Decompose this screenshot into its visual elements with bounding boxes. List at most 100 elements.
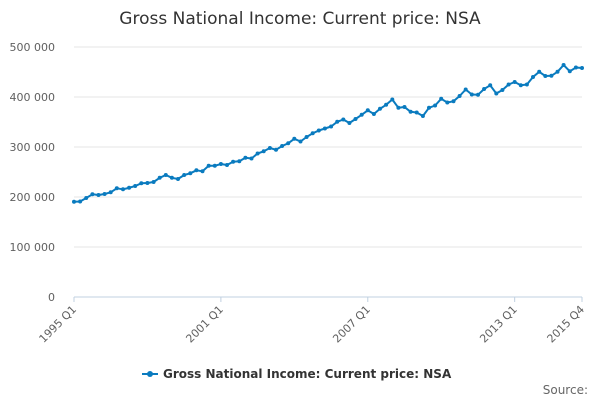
y-tick-label: 100 000 — [10, 241, 56, 254]
x-tick-label: 2007 Q1 — [330, 303, 373, 346]
legend-marker-swatch — [147, 371, 153, 377]
data-point[interactable] — [359, 112, 364, 117]
data-point[interactable] — [133, 184, 138, 188]
data-point[interactable] — [335, 119, 340, 124]
data-point[interactable] — [322, 126, 327, 131]
data-point[interactable] — [537, 69, 542, 74]
data-point[interactable] — [433, 103, 438, 108]
grid-layer — [74, 46, 582, 298]
data-point[interactable] — [304, 135, 309, 139]
data-point[interactable] — [384, 102, 389, 107]
data-point[interactable] — [549, 73, 554, 78]
data-point[interactable] — [488, 83, 493, 88]
data-point[interactable] — [518, 83, 523, 88]
data-point[interactable] — [396, 105, 401, 110]
data-point[interactable] — [243, 155, 248, 160]
data-point[interactable] — [267, 146, 272, 150]
data-point[interactable] — [408, 109, 413, 114]
data-point[interactable] — [371, 112, 376, 116]
data-point[interactable] — [316, 128, 321, 133]
data-point[interactable] — [573, 65, 578, 70]
data-point[interactable] — [84, 196, 89, 200]
data-point[interactable] — [482, 87, 487, 91]
data-point[interactable] — [402, 105, 407, 109]
data-point[interactable] — [163, 173, 168, 177]
data-point[interactable] — [463, 87, 468, 92]
data-point[interactable] — [524, 82, 529, 87]
y-tick-label: 400 000 — [10, 91, 56, 104]
y-axis-ticks: 0 100 000 200 000 300 000 400 000 500 000 — [10, 41, 56, 304]
data-point[interactable] — [341, 117, 346, 122]
data-point[interactable] — [176, 177, 180, 181]
series-layer — [72, 63, 584, 204]
data-point[interactable] — [78, 199, 83, 204]
data-point[interactable] — [427, 105, 431, 110]
data-point[interactable] — [365, 108, 370, 113]
data-point[interactable] — [531, 75, 535, 79]
data-point[interactable] — [298, 139, 303, 144]
data-point[interactable] — [206, 163, 211, 168]
x-tick-label: 2001 Q1 — [183, 303, 226, 346]
data-point[interactable] — [212, 163, 217, 168]
data-point[interactable] — [451, 99, 456, 104]
data-point[interactable] — [127, 185, 132, 190]
data-point[interactable] — [494, 91, 499, 96]
data-point[interactable] — [200, 169, 205, 174]
x-tick-label: 1995 Q1 — [37, 303, 80, 346]
data-point[interactable] — [580, 66, 584, 70]
data-point[interactable] — [237, 159, 242, 164]
data-point[interactable] — [231, 159, 236, 164]
data-point[interactable] — [512, 80, 517, 84]
data-point[interactable] — [274, 147, 278, 152]
data-point[interactable] — [157, 175, 162, 180]
data-point[interactable] — [218, 162, 223, 166]
data-point[interactable] — [182, 173, 187, 177]
data-point[interactable] — [445, 100, 450, 105]
data-point[interactable] — [457, 94, 462, 98]
data-point[interactable] — [506, 82, 511, 87]
data-point[interactable] — [439, 96, 444, 101]
data-point[interactable] — [500, 88, 505, 92]
data-point[interactable] — [114, 186, 119, 191]
data-point[interactable] — [414, 110, 419, 115]
data-point[interactable] — [347, 121, 352, 125]
data-point[interactable] — [378, 106, 382, 111]
x-tick-label: 2015 Q4 — [545, 303, 588, 346]
data-point[interactable] — [225, 163, 229, 167]
data-point[interactable] — [151, 180, 156, 184]
data-point[interactable] — [255, 151, 260, 156]
data-point[interactable] — [329, 124, 334, 129]
x-axis-ticks: 1995 Q1 2001 Q1 2007 Q1 2013 Q1 2015 Q4 — [37, 297, 588, 346]
data-point[interactable] — [476, 92, 480, 97]
data-point[interactable] — [390, 97, 395, 102]
data-point[interactable] — [280, 144, 285, 148]
data-point[interactable] — [102, 192, 107, 196]
data-point[interactable] — [567, 69, 572, 74]
data-point[interactable] — [555, 69, 560, 74]
legend[interactable]: Gross National Income: Current price: NS… — [142, 367, 452, 381]
data-point[interactable] — [194, 168, 199, 173]
data-point[interactable] — [286, 141, 291, 146]
y-tick-label: 200 000 — [10, 191, 56, 204]
data-point[interactable] — [469, 92, 474, 97]
data-point[interactable] — [261, 149, 266, 154]
data-point[interactable] — [188, 171, 193, 176]
x-tick-label: 2013 Q1 — [477, 303, 520, 346]
y-tick-label: 500 000 — [10, 41, 56, 54]
data-point[interactable] — [90, 192, 95, 197]
data-point[interactable] — [145, 181, 150, 185]
data-point[interactable] — [169, 175, 174, 180]
data-point[interactable] — [121, 187, 125, 192]
data-point[interactable] — [543, 74, 548, 78]
data-point[interactable] — [310, 131, 315, 136]
data-point[interactable] — [561, 63, 566, 67]
data-point[interactable] — [139, 181, 144, 186]
data-point[interactable] — [353, 117, 358, 121]
data-point[interactable] — [420, 114, 425, 118]
data-point[interactable] — [96, 193, 101, 197]
legend-label: Gross National Income: Current price: NS… — [163, 367, 452, 381]
data-point[interactable] — [249, 156, 254, 161]
data-point[interactable] — [292, 136, 297, 141]
data-point[interactable] — [72, 199, 76, 204]
data-point[interactable] — [108, 190, 113, 195]
